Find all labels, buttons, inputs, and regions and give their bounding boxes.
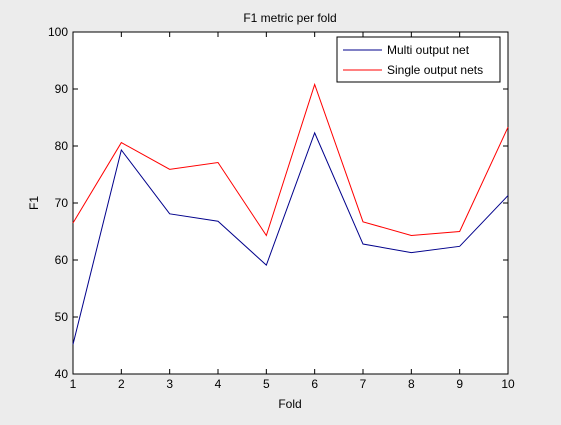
x-axis-label: Fold (278, 397, 301, 411)
x-tick-label: 6 (311, 377, 318, 391)
x-tick-label: 1 (70, 377, 77, 391)
x-tick-label: 8 (408, 377, 415, 391)
y-tick-label: 90 (55, 82, 69, 96)
legend: Multi output net Single output nets (336, 36, 501, 83)
y-tick-label: 70 (55, 196, 69, 210)
legend-label-single-output-nets: Single output nets (387, 63, 483, 77)
legend-box (336, 36, 501, 83)
y-tick-label: 80 (55, 139, 69, 153)
y-tick-label: 100 (48, 25, 68, 39)
plot-area (72, 31, 509, 375)
x-tick-label: 5 (263, 377, 270, 391)
x-tick-label: 3 (166, 377, 173, 391)
x-tick-label: 10 (501, 377, 515, 391)
x-tick-label: 4 (215, 377, 222, 391)
axis-ticks: 1 2 3 4 5 6 7 8 9 10 40 50 60 70 80 90 100 (48, 25, 515, 391)
series-lines (72, 82, 509, 345)
x-tick-label: 2 (118, 377, 125, 391)
x-tick-label: 9 (456, 377, 463, 391)
legend-label-multi-output-net: Multi output net (387, 43, 470, 57)
chart-title: F1 metric per fold (243, 11, 336, 25)
y-tick-label: 60 (55, 253, 69, 267)
y-axis-label: F1 (27, 196, 41, 210)
y-tick-label: 50 (55, 310, 69, 324)
series-line-multi-output-net (72, 131, 509, 345)
y-tick-label: 40 (55, 367, 69, 381)
series-line-single-output-nets (72, 82, 509, 237)
x-tick-label: 7 (360, 377, 367, 391)
